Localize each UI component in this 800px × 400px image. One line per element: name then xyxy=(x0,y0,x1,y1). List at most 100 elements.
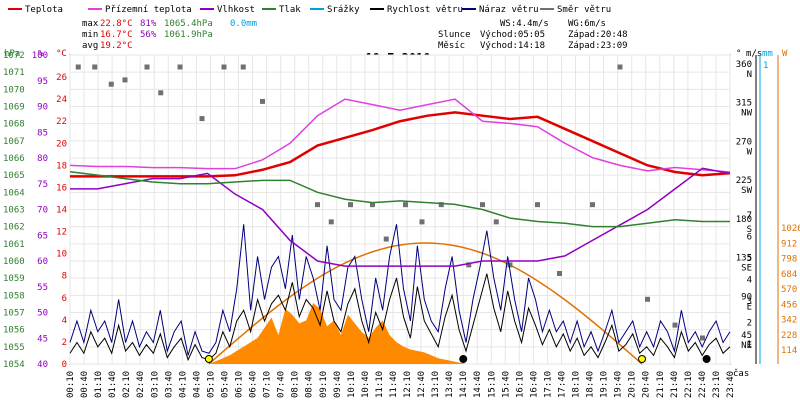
wind-direction-point xyxy=(493,219,499,225)
hpa-tick-label: 1057 xyxy=(3,309,25,319)
direction-compass-label: S xyxy=(747,225,752,235)
x-tick-label: 01:40 xyxy=(108,371,118,398)
solar-theoretical-line xyxy=(208,242,643,365)
x-tick-label: 14:10 xyxy=(459,371,469,398)
wind-direction-point xyxy=(221,64,227,70)
celsius-tick-label: 26 xyxy=(56,73,67,83)
ms-tick-label: 2 xyxy=(747,319,752,329)
direction-compass-label: N xyxy=(747,70,752,80)
wind-direction-point xyxy=(383,236,389,242)
x-tick-label: 13:10 xyxy=(431,371,441,398)
wind-direction-point xyxy=(466,262,472,268)
wind-direction-point xyxy=(144,64,150,70)
solar-tick-label: 570 xyxy=(781,285,797,295)
x-tick-label: 22:40 xyxy=(698,371,708,398)
hpa-tick-label: 1063 xyxy=(3,206,25,216)
celsius-tick-label: 8 xyxy=(62,272,67,282)
wind-direction-point xyxy=(315,202,320,208)
x-tick-label: 12:10 xyxy=(403,371,413,398)
wind-ws: WS:4.4m/s xyxy=(500,19,549,29)
stats-avg-label: avg xyxy=(82,41,98,51)
celsius-tick-label: 12 xyxy=(56,228,67,238)
hpa-tick-label: 1065 xyxy=(3,171,25,181)
x-tick-label: 17:40 xyxy=(557,371,567,398)
wind-gust-series xyxy=(69,224,731,356)
legend-label-rychlost: Rychlost větru xyxy=(387,5,463,15)
stats-min-label: min xyxy=(82,30,98,40)
x-tick-label: 18:40 xyxy=(586,371,596,398)
hpa-tick-label: 1061 xyxy=(3,240,25,250)
direction-compass-label: NE xyxy=(741,341,752,351)
x-tick-label: 23:40 xyxy=(726,371,736,398)
moon-set: Západ:23:09 xyxy=(568,41,628,51)
sun-set: Západ:20:48 xyxy=(568,30,628,40)
direction-compass-label: NW xyxy=(741,109,752,119)
wind-speed-series xyxy=(69,273,731,362)
direction-degree-label: 180 xyxy=(736,215,752,225)
sun-rise: Východ:05:05 xyxy=(480,30,545,40)
percent-axis-label: % xyxy=(38,49,44,59)
solar-tick-label: 798 xyxy=(781,255,797,265)
x-tick-label: 11:10 xyxy=(375,371,385,398)
solar-axis-label: W xyxy=(782,49,788,59)
hpa-tick-label: 1058 xyxy=(3,291,25,301)
solar-theoretical-curve xyxy=(208,242,643,365)
x-tick-label: 07:40 xyxy=(277,371,287,398)
wind-direction-point xyxy=(122,77,128,83)
legend: Teplota Přízemní teplota Vlhkost Tlak Sr… xyxy=(8,5,611,15)
celsius-tick-label: 22 xyxy=(56,117,67,127)
axis-ticks: 1054105510561057105810591060106110621063… xyxy=(3,51,800,398)
wind-direction-point xyxy=(480,202,485,208)
x-tick-label: 10:40 xyxy=(361,371,371,398)
wind-direction-point xyxy=(419,219,425,225)
weather-series-lines xyxy=(69,98,731,267)
hpa-tick-label: 1069 xyxy=(3,103,25,113)
wind-direction-point xyxy=(645,296,650,302)
percent-tick-label: 85 xyxy=(37,128,48,138)
legend-label-naraz: Náraz větru xyxy=(479,5,539,15)
solar-tick-label: 456 xyxy=(781,300,797,310)
sunrise-marker xyxy=(204,355,213,363)
percent-tick-label: 70 xyxy=(37,206,48,216)
ms-tick-label: 6 xyxy=(747,233,752,243)
ms-tick-label: 5 xyxy=(747,254,752,264)
x-tick-label: 09:10 xyxy=(319,371,329,398)
x-axis-label: čas xyxy=(733,368,749,379)
celsius-tick-label: 24 xyxy=(56,95,67,105)
stats-max-hum: 81% xyxy=(140,19,157,29)
stats-block: max 22.8°C 81% 1065.4hPa 0.0mm min 16.7°… xyxy=(82,19,257,51)
legend-label-smer: Směr větru xyxy=(557,5,611,15)
x-tick-label: 07:10 xyxy=(263,371,273,398)
x-tick-label: 15:10 xyxy=(487,371,497,398)
hpa-tick-label: 1056 xyxy=(3,326,25,336)
stats-max-rain: 0.0mm xyxy=(230,19,257,29)
x-tick-label: 03:40 xyxy=(164,371,174,398)
percent-tick-label: 40 xyxy=(37,360,48,370)
wind-direction-point xyxy=(348,202,353,208)
hpa-axis-label: hPa xyxy=(4,49,20,59)
wind-speed-line xyxy=(69,273,731,362)
wind-direction-point xyxy=(507,262,513,268)
ms-tick-label: 4 xyxy=(747,276,752,286)
percent-tick-label: 90 xyxy=(37,103,48,113)
direction-degree-label: 360 xyxy=(736,60,752,70)
x-tick-label: 05:10 xyxy=(206,371,216,398)
direction-compass-label: SW xyxy=(741,186,752,196)
hpa-tick-label: 1068 xyxy=(3,120,25,130)
wind-direction-point xyxy=(617,64,623,70)
series-line-Vlhkost xyxy=(70,167,731,267)
x-tick-label: 12:40 xyxy=(417,371,427,398)
direction-degree-label: 315 xyxy=(736,99,752,109)
celsius-tick-label: 10 xyxy=(56,250,67,260)
celsius-tick-label: 4 xyxy=(62,316,67,326)
stats-min-hum: 56% xyxy=(140,30,157,40)
legend-label-vlhkost: Vlhkost xyxy=(217,5,255,15)
percent-tick-label: 50 xyxy=(37,309,48,319)
direction-compass-label: SE xyxy=(741,264,752,274)
x-tick-label: 13:40 xyxy=(445,371,455,398)
x-tick-label: 16:40 xyxy=(529,371,539,398)
moonrise-marker xyxy=(459,355,468,363)
percent-tick-label: 100 xyxy=(32,51,48,61)
x-tick-label: 01:10 xyxy=(94,371,104,398)
hpa-tick-label: 1059 xyxy=(3,274,25,284)
